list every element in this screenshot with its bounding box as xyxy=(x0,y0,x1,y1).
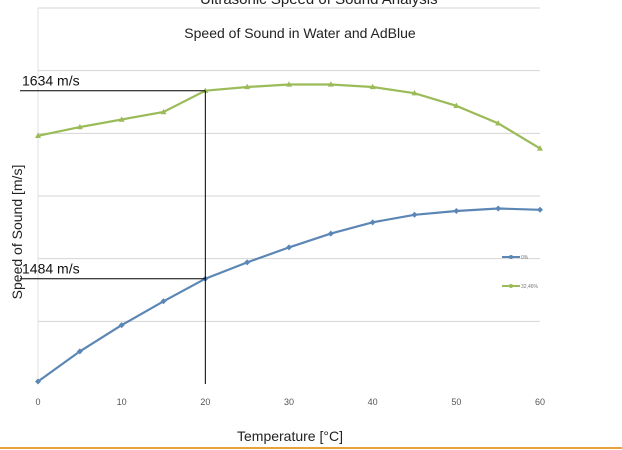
bottom-divider xyxy=(0,447,622,449)
data-point xyxy=(118,116,125,122)
chart-title: Speed of Sound in Water and AdBlue xyxy=(184,25,416,41)
data-point xyxy=(453,208,460,215)
clipped-header-text: Ultrasonic Speed of Sound Analysis xyxy=(200,0,438,8)
x-tick-label: 10 xyxy=(117,397,127,407)
data-point xyxy=(76,123,83,130)
data-point xyxy=(453,102,460,108)
data-point xyxy=(286,244,292,251)
annotation-label: 1484 m/s xyxy=(22,261,80,277)
legend-label: 32,46% xyxy=(521,284,539,290)
data-point xyxy=(537,145,543,151)
x-tick-label: 60 xyxy=(535,397,545,407)
data-point xyxy=(369,219,376,226)
series-lines xyxy=(37,83,541,383)
data-point xyxy=(35,378,41,385)
data-point xyxy=(369,83,376,90)
x-tick-label: 50 xyxy=(451,397,461,407)
series-line-1 xyxy=(37,83,541,150)
x-tick-label: 30 xyxy=(284,397,294,407)
annotation-label: 1634 m/s xyxy=(22,73,80,89)
data-point xyxy=(495,120,502,126)
grid-lines xyxy=(37,7,540,384)
data-point xyxy=(76,348,83,355)
data-point xyxy=(160,298,167,305)
data-point xyxy=(495,205,502,212)
x-tick-label: 0 xyxy=(35,397,40,407)
legend-marker xyxy=(509,284,513,288)
y-axis-label: Speed of Sound [m/s] xyxy=(9,165,25,300)
data-point xyxy=(411,90,418,96)
x-tick-label: 40 xyxy=(368,397,378,407)
data-point xyxy=(244,83,251,90)
data-point xyxy=(327,81,334,87)
data-point xyxy=(244,259,251,266)
x-axis-label: Temperature [°C] xyxy=(237,428,343,444)
data-point xyxy=(160,108,167,115)
data-point xyxy=(118,322,125,329)
legend: 0% 32,46% xyxy=(502,255,539,290)
x-tick-label: 20 xyxy=(200,397,210,407)
annotations: 1634 m/s 1484 m/s xyxy=(20,73,206,384)
legend-label: 0% xyxy=(521,255,529,261)
data-point xyxy=(327,230,334,237)
series-markers xyxy=(35,81,543,385)
data-point xyxy=(537,206,543,213)
x-ticks: 0 10 20 30 40 50 60 xyxy=(35,397,545,407)
data-point xyxy=(411,211,418,218)
series-line-0 xyxy=(37,207,541,383)
legend-marker xyxy=(509,255,513,259)
data-point xyxy=(286,81,292,87)
data-point xyxy=(35,132,41,139)
